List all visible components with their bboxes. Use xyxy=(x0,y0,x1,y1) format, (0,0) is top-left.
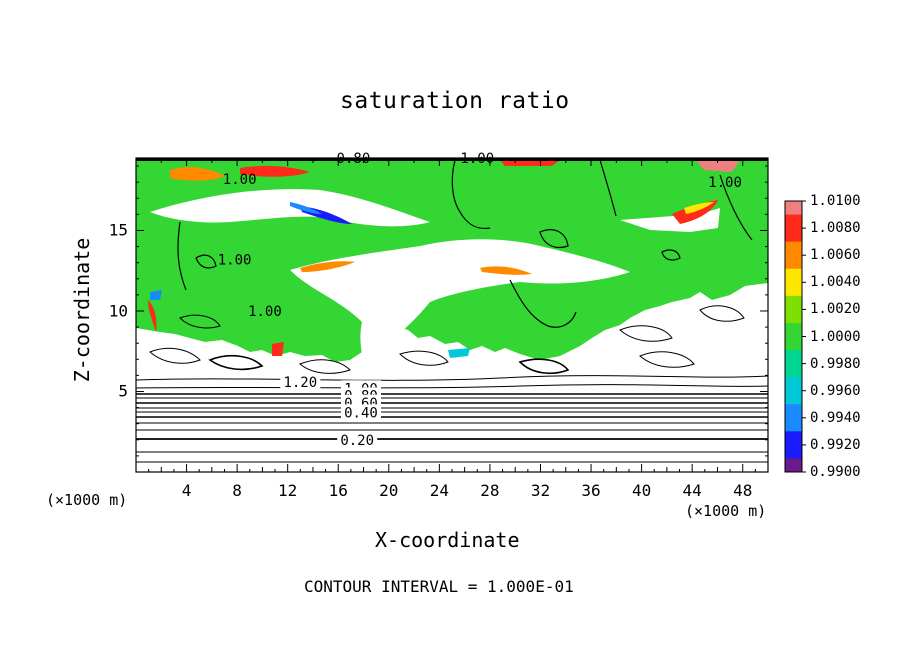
colorbar-swatch xyxy=(785,431,802,446)
cyan-streak-upper xyxy=(290,202,322,214)
contour-interval-footer: CONTOUR INTERVAL = 1.000E-01 xyxy=(304,577,574,596)
contour-label-bg xyxy=(280,373,321,389)
x-tick-label: 20 xyxy=(379,481,399,500)
orange-streak-mid2 xyxy=(480,266,532,275)
x-axis-label: X-coordinate xyxy=(375,528,520,552)
colorbar-swatch xyxy=(785,377,802,392)
colorbar-swatch xyxy=(785,309,802,324)
x-tick-label: 4 xyxy=(181,481,192,500)
colorbar-label: 1.0080 xyxy=(810,220,861,237)
contour-label-bg xyxy=(340,404,381,420)
x-tick-label: 12 xyxy=(278,481,298,500)
colorbar xyxy=(784,200,806,473)
y-tick-label: 5 xyxy=(118,381,128,401)
colorbar-label: 0.9980 xyxy=(810,355,861,372)
x-tick-label: 24 xyxy=(429,481,449,500)
contour-label: 1.00 xyxy=(460,151,494,167)
y-tick-label: 10 xyxy=(108,301,128,321)
contour-labels: 0.801.001.001.001.001.001.201.000.800.60… xyxy=(218,151,742,449)
colorbar-swatch xyxy=(785,363,802,378)
orange-streak-mid xyxy=(300,261,355,272)
contour-label: 1.00 xyxy=(248,304,282,320)
colorbar-swatch xyxy=(785,390,802,405)
white-band-middle xyxy=(290,239,630,372)
yellow-streak-right xyxy=(684,202,714,214)
y-tick-label: 15 xyxy=(108,220,128,240)
contour-label: 1.00 xyxy=(708,175,742,191)
blue-streak-low xyxy=(150,290,162,300)
x-unit-right: (×1000 m) xyxy=(685,502,767,520)
x-tick-label: 36 xyxy=(581,481,601,500)
colorbar-swatch xyxy=(785,295,802,310)
colorbar-label: 0.9900 xyxy=(810,464,861,480)
contour-label-bg xyxy=(337,431,378,447)
colorbar-label: 0.9960 xyxy=(810,382,861,399)
colorbar-swatch xyxy=(785,336,802,351)
red-streak-left xyxy=(148,300,157,332)
colorbar-label: 0.9920 xyxy=(810,436,861,453)
contour-label: 1.00 xyxy=(218,252,252,268)
colorbar-swatch xyxy=(785,255,802,270)
x-tick-label: 16 xyxy=(328,481,348,500)
contour-lines-upper xyxy=(177,159,753,328)
colorbar-swatch xyxy=(785,404,802,419)
x-tick-label: 48 xyxy=(733,481,753,500)
colorbar-swatch xyxy=(785,350,802,365)
colorbar-swatch xyxy=(785,444,802,459)
colorbar-swatch xyxy=(785,214,802,229)
red-streak-topright xyxy=(696,160,740,172)
colorbar-swatch xyxy=(785,201,802,216)
contour-label: 1.20 xyxy=(283,375,317,391)
x-unit-left: (×1000 m) xyxy=(46,491,128,509)
red-streak-midleft xyxy=(272,342,284,356)
colorbar-label: 0.9940 xyxy=(810,409,861,426)
red-streak-top xyxy=(240,165,310,177)
contour-label: 0.40 xyxy=(344,405,378,421)
x-tick-label: 8 xyxy=(232,481,242,500)
chart-title: saturation ratio xyxy=(340,88,570,114)
colorbar-swatch xyxy=(785,241,802,256)
contour-lines-lower xyxy=(136,305,768,463)
contour-label: 1.00 xyxy=(223,172,257,188)
x-tick-label: 28 xyxy=(480,481,500,500)
contour-label: 0.80 xyxy=(337,151,371,167)
contour-label: 0.20 xyxy=(340,433,374,449)
colorbar-swatch xyxy=(785,458,802,473)
colorbar-swatch xyxy=(785,282,802,297)
axis-ticks xyxy=(136,158,768,472)
x-tick-label: 40 xyxy=(631,481,652,500)
white-band-upper xyxy=(150,189,430,227)
colorbar-swatch xyxy=(785,322,802,337)
colorbar-label: 1.0020 xyxy=(810,301,861,318)
colorbar-label: 1.0100 xyxy=(810,193,861,209)
colorbar-label: 1.0060 xyxy=(810,247,861,264)
colorbar-label: 1.0000 xyxy=(810,328,861,345)
colorbar-swatch xyxy=(785,228,802,243)
colorbar-swatch xyxy=(785,268,802,283)
red-streak-topleft xyxy=(170,167,225,181)
white-patch-right xyxy=(620,208,720,232)
teal-streak-low xyxy=(448,348,470,358)
x-tick-label: 44 xyxy=(682,481,702,500)
heatmap-field xyxy=(136,158,768,472)
y-axis-label: Z-coordinate xyxy=(70,237,94,383)
x-tick-label: 32 xyxy=(530,481,551,500)
colorbar-swatch xyxy=(785,417,802,432)
colorbar-label: 1.0040 xyxy=(810,274,861,291)
